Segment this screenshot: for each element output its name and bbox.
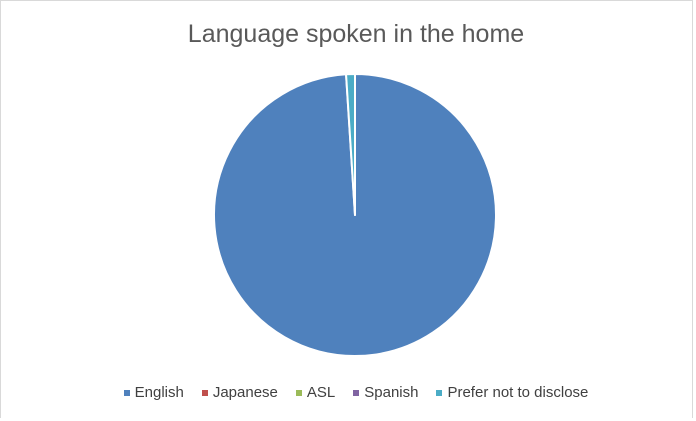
- legend-label-japanese: Japanese: [212, 384, 278, 401]
- chart-legend: English Japanese ASL Spanish Prefer not …: [0, 384, 696, 401]
- legend-swatch-prefer-not: [436, 389, 443, 396]
- legend-label-spanish: Spanish: [364, 384, 419, 401]
- legend-swatch-spanish: [353, 389, 360, 396]
- legend-swatch-english: [123, 389, 130, 396]
- legend-label-english: English: [134, 384, 184, 401]
- pie-slice-prefer-not: [345, 73, 356, 216]
- legend-item-english: English: [123, 384, 184, 401]
- legend-item-prefer-not: Prefer not to disclose: [436, 384, 588, 401]
- legend-label-asl: ASL: [306, 384, 336, 401]
- legend-item-asl: ASL: [295, 384, 336, 401]
- chart-title: Language spoken in the home: [187, 20, 525, 48]
- legend-item-japanese: Japanese: [201, 384, 278, 401]
- legend-swatch-japanese: [201, 389, 208, 396]
- legend-swatch-asl: [295, 389, 302, 396]
- legend-label-prefer-not: Prefer not to disclose: [447, 384, 589, 401]
- legend-item-spanish: Spanish: [353, 384, 418, 401]
